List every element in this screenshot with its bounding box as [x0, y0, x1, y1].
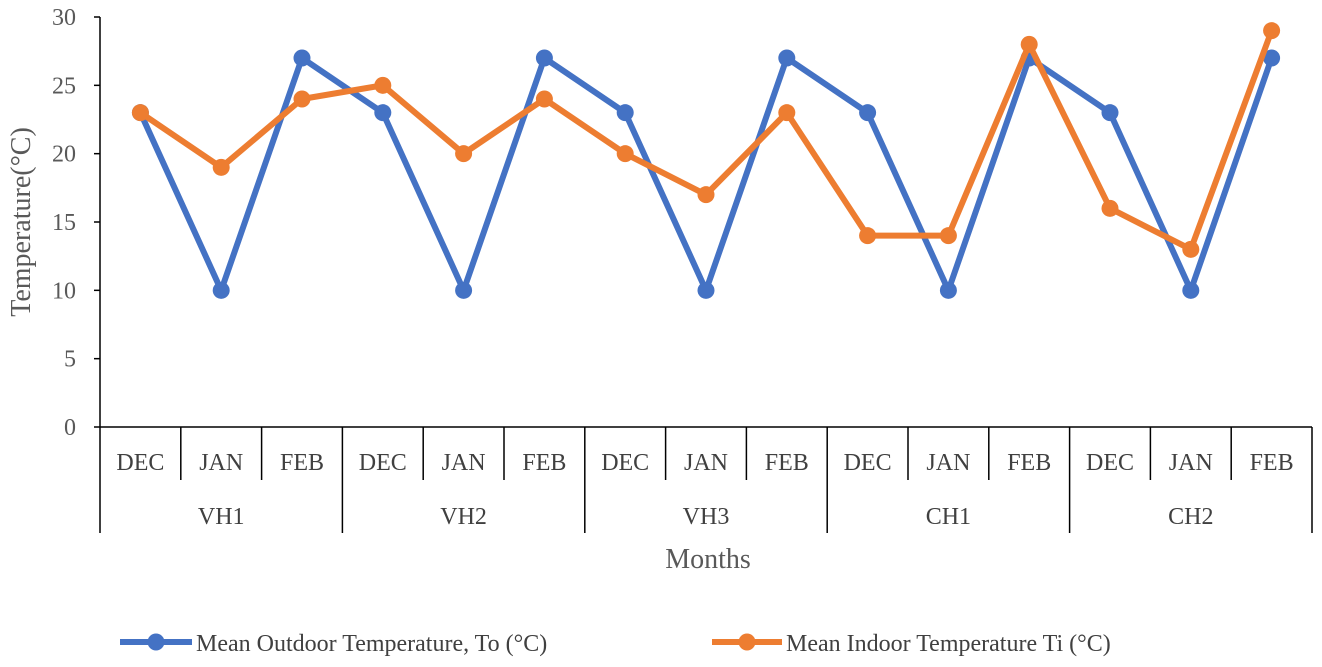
group-label: CH1 — [926, 504, 971, 530]
series-2 — [131, 22, 1281, 258]
group-label: VH3 — [683, 504, 730, 530]
group-label: VH2 — [440, 504, 487, 530]
data-point — [1020, 35, 1038, 53]
data-point — [1263, 49, 1281, 67]
month-label: DEC — [359, 450, 407, 476]
month-label: DEC — [116, 450, 164, 476]
data-point — [212, 281, 230, 299]
y-tick-label: 20 — [52, 142, 76, 168]
data-point — [778, 104, 796, 122]
data-point — [374, 76, 392, 94]
month-label: DEC — [601, 450, 649, 476]
month-label: FEB — [765, 450, 809, 476]
month-label: JAN — [1169, 450, 1213, 476]
data-point — [778, 49, 796, 67]
data-point — [293, 90, 311, 108]
legend-item-2: Mean Indoor Temperature Ti (°C) — [712, 631, 1111, 657]
month-label: JAN — [442, 450, 486, 476]
category-axis: DEC JAN FEB DEC JAN FEB DEC JAN FEB DEC JAN FEB DEC J… — [99, 426, 1313, 533]
legend-item-1: Mean Outdoor Temperature, To (°C) — [120, 631, 547, 657]
data-point — [616, 104, 634, 122]
legend-label: Mean Indoor Temperature Ti (°C) — [786, 631, 1111, 657]
y-tick-label: 30 — [52, 5, 76, 31]
data-point — [293, 49, 311, 67]
data-point — [697, 281, 715, 299]
axes: 0 5 10 15 20 25 30 — [52, 5, 101, 441]
data-point — [1101, 104, 1119, 122]
data-point — [859, 104, 877, 122]
series-line — [137, 55, 1275, 294]
data-point — [535, 49, 553, 67]
data-point — [1101, 199, 1119, 217]
data-point — [1263, 22, 1281, 40]
data-point — [535, 90, 553, 108]
y-tick-label: 10 — [52, 278, 76, 304]
legend-swatch-marker — [738, 633, 756, 651]
data-point — [374, 104, 392, 122]
data-point — [455, 281, 473, 299]
data-point — [455, 145, 473, 163]
y-tick-label: 5 — [64, 347, 76, 373]
month-label: JAN — [926, 450, 970, 476]
data-point — [1182, 281, 1200, 299]
series-1 — [131, 49, 1281, 299]
y-tick-label: 0 — [64, 415, 76, 441]
group-label: VH1 — [198, 504, 245, 530]
data-point — [616, 145, 634, 163]
month-label: JAN — [684, 450, 728, 476]
month-label: FEB — [1250, 450, 1294, 476]
y-tick-label: 15 — [52, 210, 76, 236]
month-label: FEB — [522, 450, 566, 476]
month-label: FEB — [1007, 450, 1051, 476]
data-point — [697, 186, 715, 204]
data-point — [131, 104, 149, 122]
data-point — [1182, 240, 1200, 258]
data-point — [859, 227, 877, 245]
legend-swatch-marker — [147, 633, 165, 651]
data-point — [939, 227, 957, 245]
month-label: DEC — [844, 450, 892, 476]
data-point — [939, 281, 957, 299]
month-label: DEC — [1086, 450, 1134, 476]
data-point — [212, 158, 230, 176]
month-label: JAN — [199, 450, 243, 476]
legend: Mean Outdoor Temperature, To (°C) Mean In… — [120, 631, 1111, 657]
legend-label: Mean Outdoor Temperature, To (°C) — [196, 631, 547, 657]
y-axis-title: Temperature(°C) — [6, 127, 37, 317]
group-label: CH2 — [1168, 504, 1213, 530]
x-axis-title: Months — [665, 544, 751, 575]
series-layer — [131, 22, 1281, 299]
month-label: FEB — [280, 450, 324, 476]
y-tick-label: 25 — [52, 73, 76, 99]
